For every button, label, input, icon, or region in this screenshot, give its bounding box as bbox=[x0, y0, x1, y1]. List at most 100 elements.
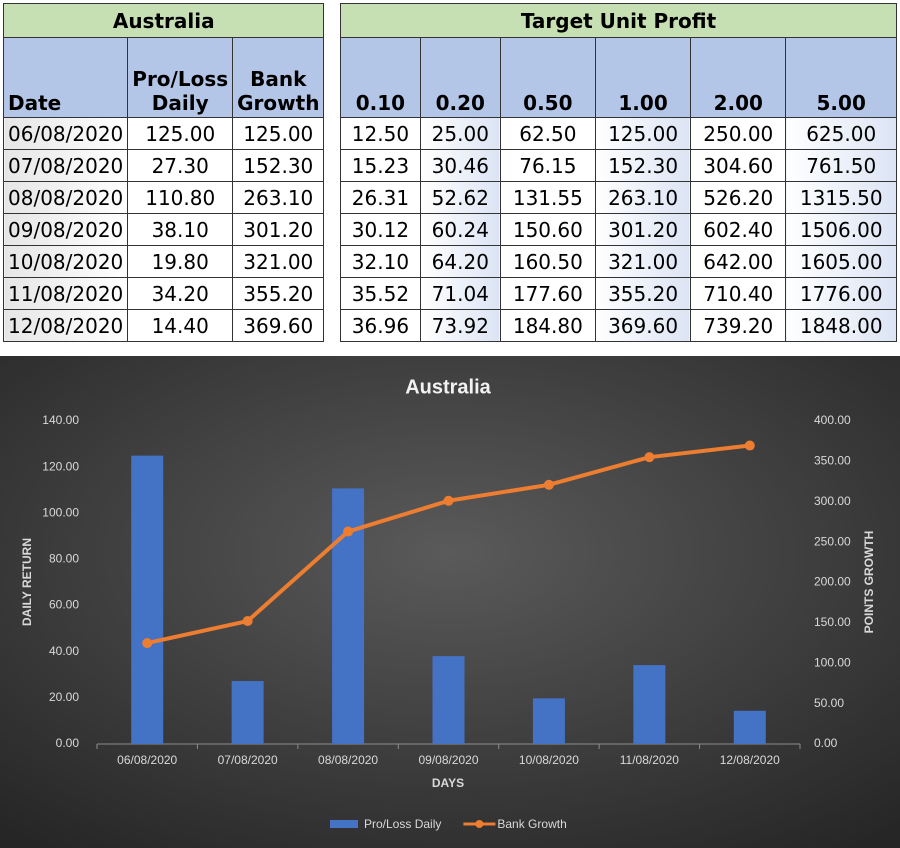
table-cell: 15.23 bbox=[340, 149, 421, 182]
table-cell: 14.40 bbox=[127, 309, 234, 342]
line-marker bbox=[443, 495, 454, 506]
table-cell: 52.62 bbox=[419, 181, 501, 214]
legend-swatch bbox=[475, 820, 484, 828]
y2-tick-label: 250.00 bbox=[814, 534, 851, 548]
line-marker bbox=[543, 479, 554, 490]
title-row: Australia bbox=[2, 3, 325, 38]
header-row: 0.10 0.20 0.50 1.00 2.00 5.00 bbox=[340, 37, 897, 118]
table-cell: 526.20 bbox=[690, 181, 787, 214]
table-cell: 1776.00 bbox=[785, 277, 897, 310]
table-cell: 110.80 bbox=[127, 181, 234, 214]
table-cell: 263.10 bbox=[594, 181, 692, 214]
table-row: 10/08/2020 19.80 321.00 bbox=[2, 245, 325, 278]
table-row: 36.96 73.92 184.80 369.60 739.20 1848.00 bbox=[340, 309, 897, 342]
y-tick-label: 40.00 bbox=[49, 644, 79, 658]
table-cell: 76.15 bbox=[499, 149, 596, 182]
legend-swatch bbox=[330, 820, 358, 828]
table-cell: 06/08/2020 bbox=[2, 117, 129, 150]
table-row: 09/08/2020 38.10 301.20 bbox=[2, 213, 325, 246]
table-cell: 38.10 bbox=[127, 213, 234, 246]
column-header: 0.50 bbox=[499, 37, 596, 118]
table-cell: 60.24 bbox=[419, 213, 501, 246]
table-cell: 369.60 bbox=[232, 309, 325, 342]
table-cell: 10/08/2020 bbox=[2, 245, 129, 278]
y-tick-label: 20.00 bbox=[49, 690, 79, 704]
x-tick-label: 09/08/2020 bbox=[418, 753, 478, 767]
y-tick-label: 0.00 bbox=[56, 736, 80, 750]
table-row: 15.23 30.46 76.15 152.30 304.60 761.50 bbox=[340, 149, 897, 182]
line-marker bbox=[242, 616, 253, 627]
table-cell: 125.00 bbox=[594, 117, 692, 150]
table-cell: 250.00 bbox=[690, 117, 787, 150]
bar bbox=[432, 656, 465, 744]
table-cell: 35.52 bbox=[340, 277, 421, 310]
table-cell: 12/08/2020 bbox=[2, 309, 129, 342]
bar bbox=[633, 665, 666, 744]
table-cell: 73.92 bbox=[419, 309, 501, 342]
column-header: Pro/Loss Daily bbox=[127, 37, 234, 118]
table-cell: 355.20 bbox=[594, 277, 692, 310]
table-cell: 27.30 bbox=[127, 149, 234, 182]
table-cell: 30.12 bbox=[340, 213, 421, 246]
table-cell: 184.80 bbox=[499, 309, 596, 342]
chart: Australia DAYS DAILY RETURN POINTS GROWT… bbox=[0, 356, 900, 848]
legend-label: Pro/Loss Daily bbox=[364, 817, 441, 831]
table-cell: 32.10 bbox=[340, 245, 421, 278]
table-cell: 602.40 bbox=[690, 213, 787, 246]
table-cell: 71.04 bbox=[419, 277, 501, 310]
table-title: Australia bbox=[2, 3, 325, 38]
table-cell: 1605.00 bbox=[785, 245, 897, 278]
australia-table: Australia Date Pro/Loss Daily Bank Growth 06… bbox=[2, 3, 325, 342]
table-cell: 150.60 bbox=[499, 213, 596, 246]
table-cell: 177.60 bbox=[499, 277, 596, 310]
x-tick-label: 06/08/2020 bbox=[117, 753, 177, 767]
column-header: Bank Growth bbox=[232, 37, 325, 118]
column-header: 5.00 bbox=[785, 37, 897, 118]
table-cell: 07/08/2020 bbox=[2, 149, 129, 182]
x-tick-label: 08/08/2020 bbox=[318, 753, 378, 767]
table-row: 11/08/2020 34.20 355.20 bbox=[2, 277, 325, 310]
line-marker bbox=[744, 440, 755, 451]
table-cell: 304.60 bbox=[690, 149, 787, 182]
table-cell: 152.30 bbox=[232, 149, 325, 182]
column-header: Date bbox=[2, 37, 129, 118]
table-cell: 36.96 bbox=[340, 309, 421, 342]
y-axis-title: DAILY RETURN bbox=[20, 538, 34, 626]
table-cell: 301.20 bbox=[232, 213, 325, 246]
bar bbox=[532, 698, 565, 744]
table-cell: 30.46 bbox=[419, 149, 501, 182]
table-cell: 625.00 bbox=[785, 117, 897, 150]
table-cell: 160.50 bbox=[499, 245, 596, 278]
table-cell: 321.00 bbox=[594, 245, 692, 278]
y-tick-label: 60.00 bbox=[49, 598, 79, 612]
table-row: 30.12 60.24 150.60 301.20 602.40 1506.00 bbox=[340, 213, 897, 246]
table-cell: 1315.50 bbox=[785, 181, 897, 214]
table-row: 12/08/2020 14.40 369.60 bbox=[2, 309, 325, 342]
table-cell: 1848.00 bbox=[785, 309, 897, 342]
table-cell: 301.20 bbox=[594, 213, 692, 246]
column-header: 0.10 bbox=[340, 37, 421, 118]
y2-tick-label: 50.00 bbox=[814, 696, 844, 710]
line-marker bbox=[142, 638, 153, 649]
y-tick-label: 80.00 bbox=[49, 552, 79, 566]
bar bbox=[231, 681, 264, 744]
y2-tick-label: 0.00 bbox=[814, 736, 838, 750]
y-tick-label: 120.00 bbox=[42, 459, 79, 473]
line-marker bbox=[343, 526, 354, 537]
x-tick-label: 07/08/2020 bbox=[218, 753, 278, 767]
y2-tick-label: 350.00 bbox=[814, 454, 851, 468]
target-unit-profit-table: Target Unit Profit 0.10 0.20 0.50 1.00 2.00 5.… bbox=[340, 3, 897, 342]
table-row: 12.50 25.00 62.50 125.00 250.00 625.00 bbox=[340, 117, 897, 150]
table-cell: 12.50 bbox=[340, 117, 421, 150]
y2-tick-label: 300.00 bbox=[814, 494, 851, 508]
table-cell: 1506.00 bbox=[785, 213, 897, 246]
table-title: Target Unit Profit bbox=[340, 3, 897, 38]
table-cell: 642.00 bbox=[690, 245, 787, 278]
chart-title: Australia bbox=[405, 376, 491, 398]
y-tick-label: 140.00 bbox=[42, 413, 79, 427]
column-header: 0.20 bbox=[419, 37, 501, 118]
table-cell: 25.00 bbox=[419, 117, 501, 150]
table-row: 08/08/2020 110.80 263.10 bbox=[2, 181, 325, 214]
column-header: 1.00 bbox=[594, 37, 692, 118]
